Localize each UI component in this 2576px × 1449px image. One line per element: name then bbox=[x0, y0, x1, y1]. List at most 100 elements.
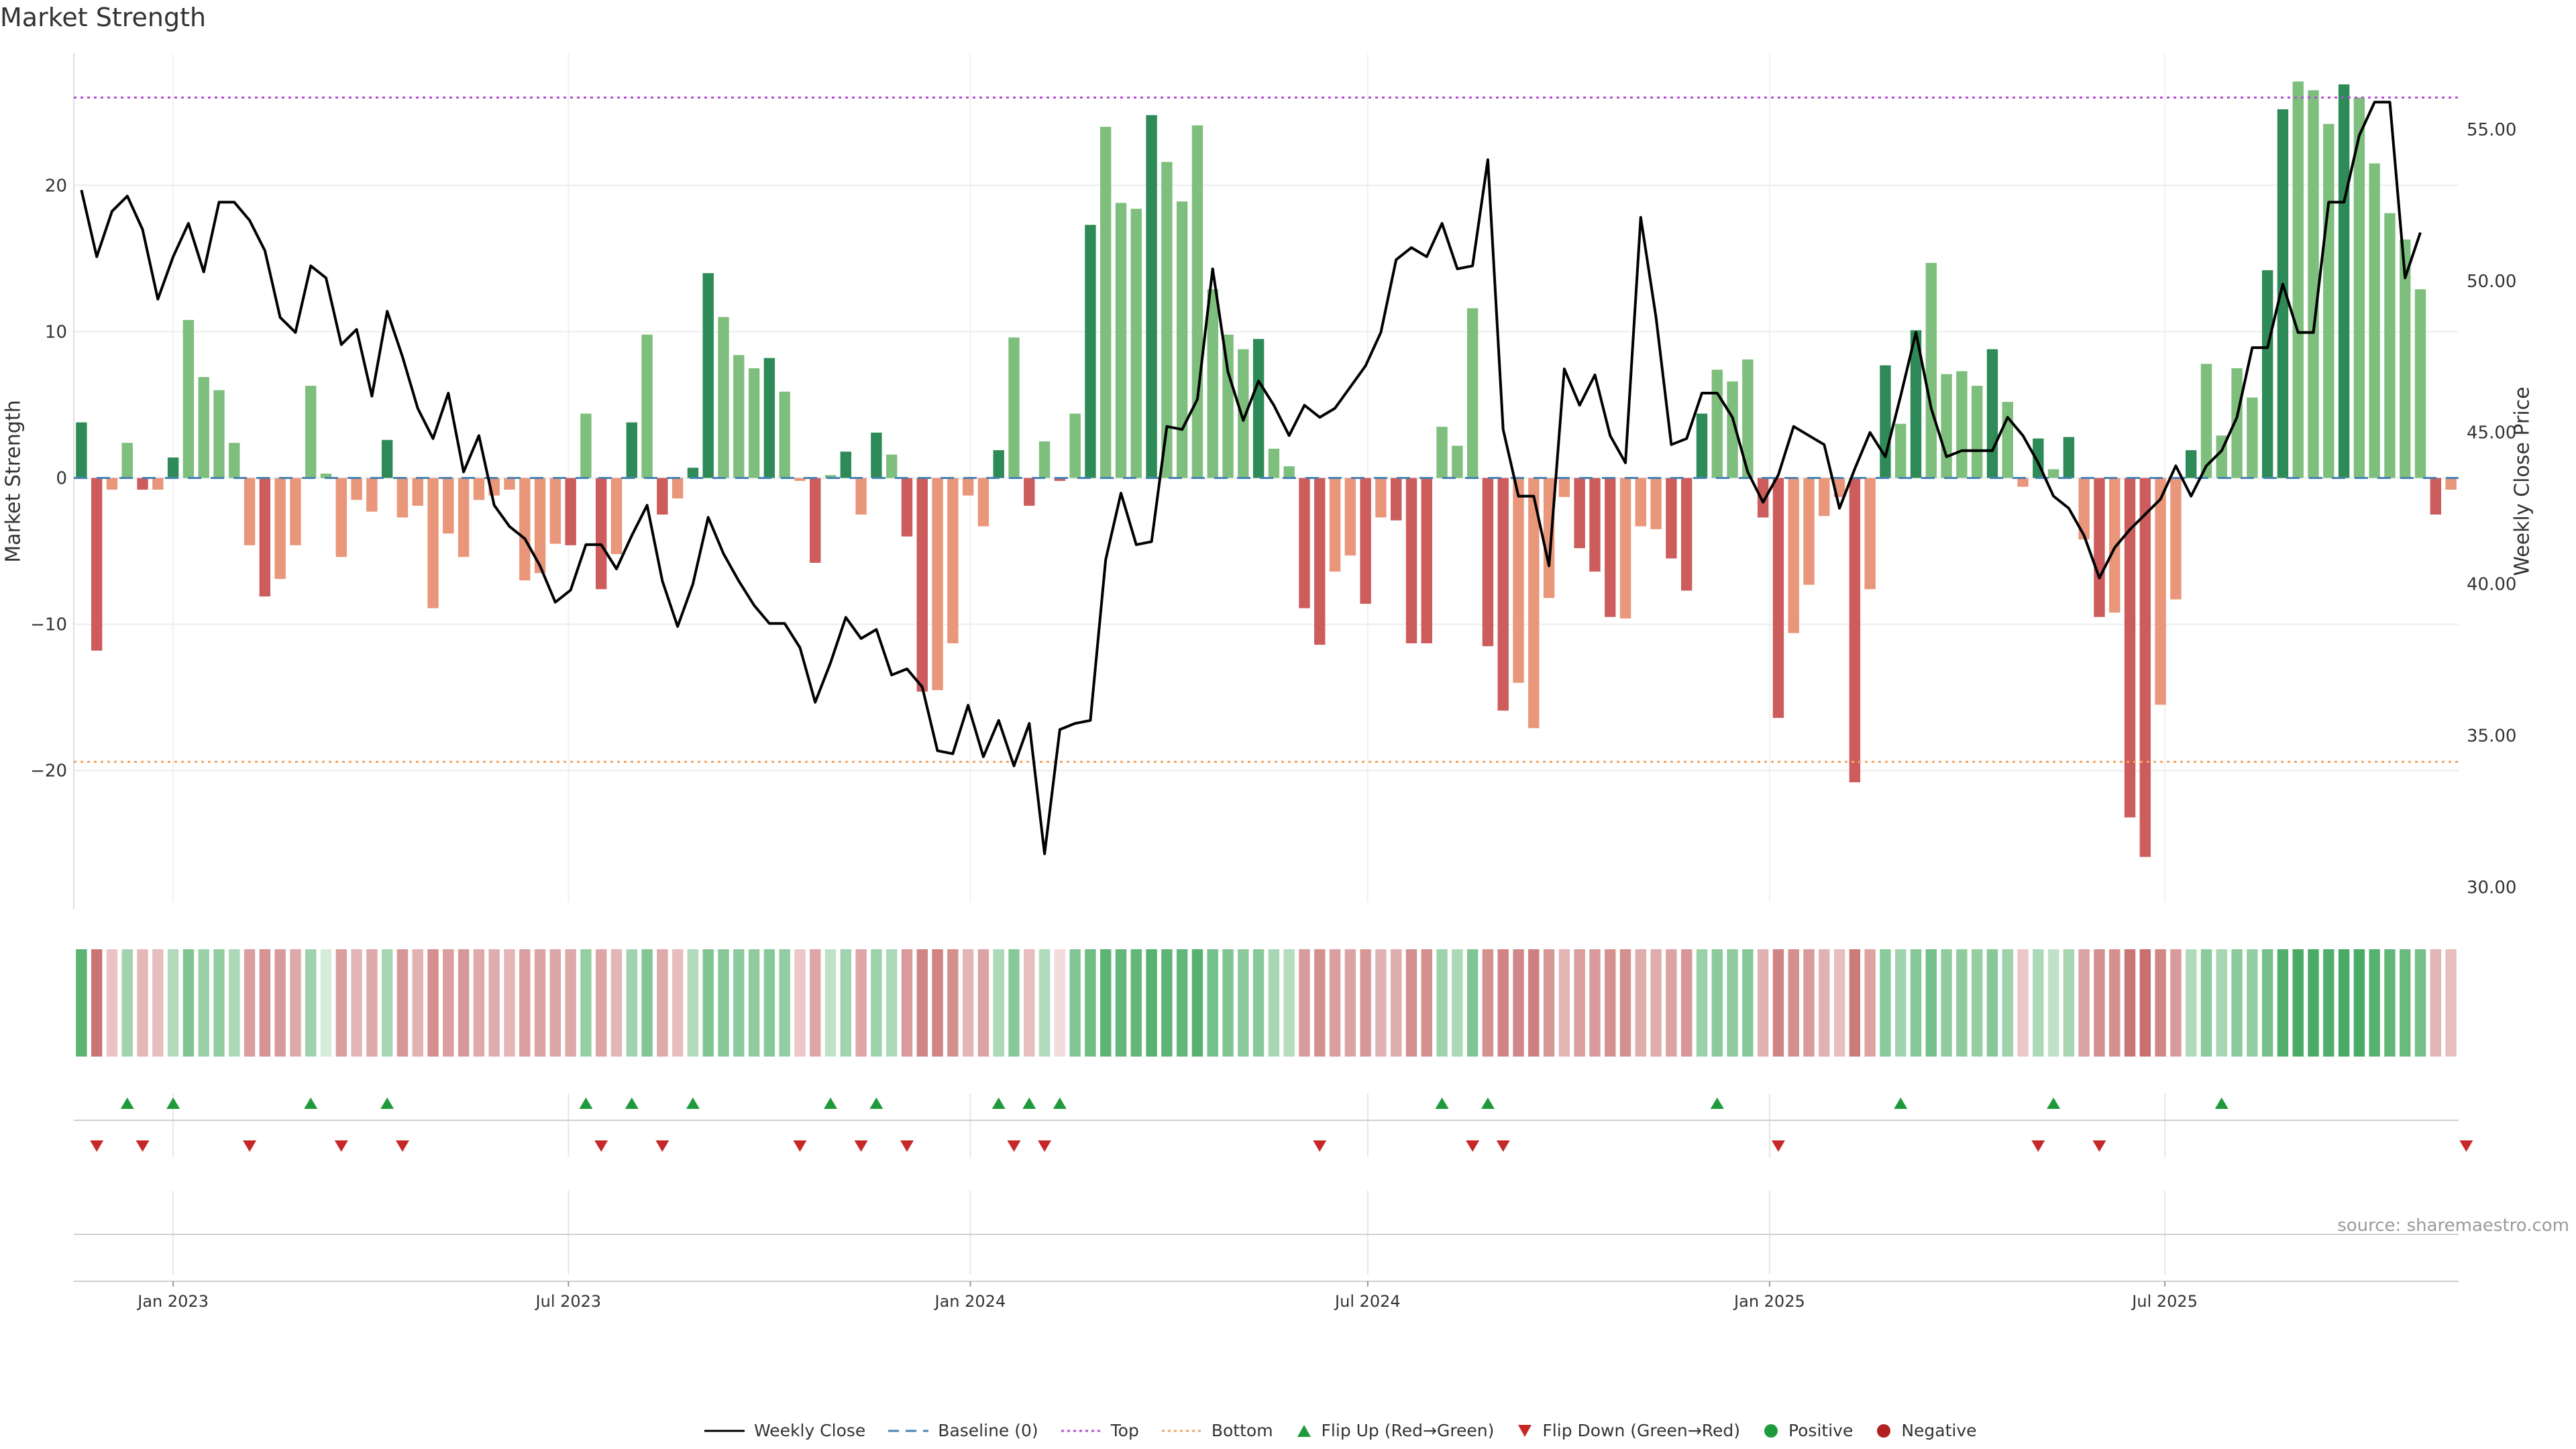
heat-band-cell bbox=[1833, 949, 1845, 1057]
strength-bar bbox=[1941, 374, 1952, 478]
strength-bar bbox=[1452, 445, 1463, 478]
heat-band-cell bbox=[1421, 949, 1432, 1057]
strength-bar bbox=[305, 386, 317, 478]
chart-title: Market Strength bbox=[0, 3, 207, 32]
strength-bar bbox=[1466, 308, 1479, 478]
strength-bar bbox=[2200, 364, 2212, 478]
heat-band-cell bbox=[91, 949, 103, 1057]
strength-bar bbox=[443, 478, 454, 534]
legend-label: Bottom bbox=[1211, 1421, 1273, 1440]
strength-bar bbox=[2078, 478, 2090, 540]
heat-band-cell bbox=[320, 949, 332, 1057]
flip-up-marker bbox=[2214, 1097, 2229, 1109]
legend-label: Weekly Close bbox=[754, 1421, 866, 1440]
flip-up-marker bbox=[1481, 1097, 1495, 1109]
heat-band-cell bbox=[1635, 949, 1647, 1057]
heat-band-cell bbox=[565, 949, 576, 1057]
strength-bar bbox=[1849, 478, 1861, 783]
heat-band-cell bbox=[748, 949, 760, 1057]
heat-band-cell bbox=[840, 949, 852, 1057]
heat-band-cell bbox=[396, 949, 409, 1057]
strength-bar bbox=[1268, 448, 1280, 478]
heat-band-cell bbox=[1711, 949, 1723, 1057]
flip-down-marker bbox=[2459, 1140, 2473, 1152]
flip-down-marker bbox=[90, 1140, 104, 1152]
x-tick-label: Jan 2023 bbox=[136, 1292, 209, 1311]
heat-band-cell bbox=[1008, 949, 1020, 1057]
heat-band-cell bbox=[1864, 949, 1876, 1057]
heat-band-cell bbox=[1024, 949, 1035, 1057]
heat-band-cell bbox=[610, 949, 623, 1057]
heat-band-cell bbox=[549, 949, 561, 1057]
strength-bar bbox=[504, 478, 515, 490]
legend-line-swatch bbox=[704, 1430, 745, 1432]
strength-bar bbox=[458, 478, 470, 557]
flip-up-marker bbox=[1894, 1097, 1908, 1109]
heat-band-cell bbox=[473, 949, 485, 1057]
flip-up-marker bbox=[120, 1097, 134, 1109]
x-tick-label: Jul 2024 bbox=[1334, 1292, 1401, 1311]
heat-band-cell bbox=[244, 949, 256, 1057]
strength-bar bbox=[2231, 368, 2243, 478]
heat-band-cell bbox=[1222, 949, 1234, 1057]
strength-bar bbox=[748, 368, 760, 478]
heat-band-cell bbox=[595, 949, 607, 1057]
legend-dotted-swatch bbox=[1061, 1430, 1102, 1432]
strength-bar bbox=[824, 475, 837, 478]
flip-down-marker bbox=[594, 1140, 608, 1152]
x-tick-label: Jan 2025 bbox=[1733, 1292, 1805, 1311]
legend-dash-swatch bbox=[888, 1430, 929, 1432]
grid-lines bbox=[74, 54, 2459, 1275]
heat-band-cell bbox=[2292, 949, 2304, 1057]
strength-bar bbox=[549, 478, 561, 544]
heat-band-cell bbox=[2247, 949, 2258, 1057]
legend-negative: Negative bbox=[1876, 1421, 1977, 1440]
heat-band-cell bbox=[381, 949, 393, 1057]
heat-band-cell bbox=[1375, 949, 1387, 1057]
strength-bar bbox=[2063, 437, 2075, 478]
strength-bar bbox=[657, 478, 668, 515]
heat-band-cell bbox=[1130, 949, 1142, 1057]
flip-down-marker bbox=[334, 1140, 348, 1152]
legend-label: Flip Down (Green→Red) bbox=[1542, 1421, 1740, 1440]
heat-band-cell bbox=[1788, 949, 1799, 1057]
y-tick-label-right: 40.00 bbox=[2467, 575, 2516, 595]
strength-bar bbox=[2400, 239, 2411, 478]
flip-down-marker bbox=[395, 1140, 409, 1152]
strength-bar bbox=[1666, 478, 1677, 559]
strength-bar bbox=[595, 478, 607, 590]
flip-up-marker bbox=[579, 1097, 593, 1109]
strength-bar bbox=[473, 478, 485, 500]
heat-band-cell bbox=[427, 949, 439, 1057]
y-tick-label-right: 35.00 bbox=[2467, 727, 2516, 747]
strength-bar bbox=[1299, 478, 1310, 608]
heat-band-cell bbox=[2094, 949, 2105, 1057]
heat-band-cell bbox=[901, 949, 913, 1057]
heat-band-cell bbox=[1528, 949, 1540, 1057]
green-dot-icon bbox=[1764, 1424, 1778, 1438]
heat-band-cell bbox=[1986, 949, 1998, 1057]
flip-down-marker bbox=[854, 1140, 868, 1152]
heat-band-cell bbox=[657, 949, 668, 1057]
strength-bar bbox=[1405, 478, 1417, 643]
heat-band-cell bbox=[2338, 949, 2350, 1057]
heat-band-cell bbox=[259, 949, 271, 1057]
strength-bar bbox=[932, 478, 943, 690]
strength-bar bbox=[871, 432, 882, 478]
strength-bar bbox=[977, 478, 989, 527]
strength-bar bbox=[427, 478, 439, 608]
strength-bar bbox=[901, 478, 913, 537]
heat-band-cell bbox=[1574, 949, 1585, 1057]
heat-band-cell bbox=[1727, 949, 1738, 1057]
heat-band-cell bbox=[2445, 949, 2457, 1057]
strength-bar bbox=[672, 478, 684, 499]
heat-band-cell bbox=[229, 949, 240, 1057]
strength-bar bbox=[2445, 478, 2457, 490]
legend: Weekly Close Baseline (0) Top Bottom Fli… bbox=[704, 1421, 2000, 1440]
weekly-close-line bbox=[80, 101, 2422, 855]
strength-bar bbox=[1176, 201, 1188, 478]
strength-bar bbox=[794, 478, 806, 481]
strength-bar bbox=[1986, 349, 1998, 478]
heat-band-cell bbox=[1405, 949, 1417, 1057]
heat-band-cell bbox=[1252, 949, 1265, 1057]
